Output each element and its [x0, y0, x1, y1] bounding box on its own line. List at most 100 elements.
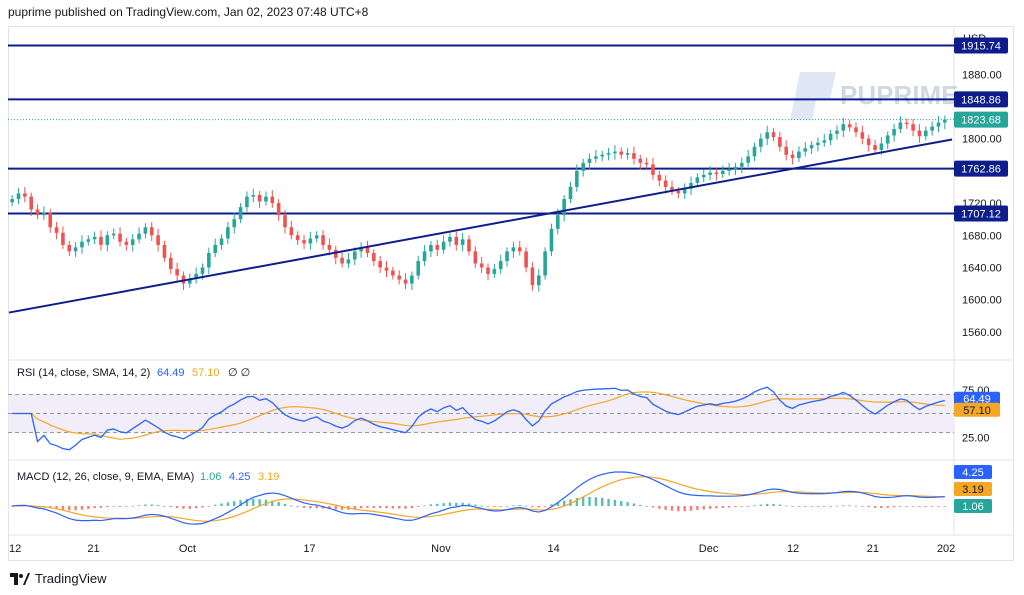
candle-body — [435, 244, 440, 250]
macd-histogram-bar — [835, 505, 839, 507]
candle-body — [289, 227, 294, 236]
candle-body — [257, 195, 262, 202]
candle-body — [365, 247, 370, 253]
macd-histogram-bar — [264, 499, 268, 506]
candle-body — [422, 251, 427, 262]
candle-body — [543, 251, 547, 276]
macd-histogram-bar — [493, 506, 496, 507]
candle-body — [460, 239, 465, 245]
candle-body — [911, 124, 915, 131]
candle-body — [498, 261, 503, 270]
macd-histogram-bar — [150, 504, 153, 506]
macd-histogram-bar — [321, 506, 325, 509]
macd-histogram-bar — [677, 506, 680, 512]
macd-histogram-bar — [233, 501, 236, 506]
macd-histogram-bar — [581, 497, 585, 506]
macd-histogram-bar — [283, 503, 287, 506]
candle-body — [333, 249, 338, 258]
macd-histogram-bar — [696, 506, 699, 511]
candle-body — [701, 174, 706, 178]
macd-histogram-bar — [804, 506, 807, 507]
candle-body — [892, 129, 896, 136]
candle-body — [251, 195, 256, 197]
candle-body — [410, 275, 414, 284]
macd-histogram-bar — [512, 505, 515, 507]
publish-header: puprime published on TradingView.com, Ja… — [8, 5, 369, 19]
macd-histogram-bar — [175, 506, 179, 508]
macd-histogram-bar — [277, 502, 280, 506]
candle-body — [860, 132, 865, 139]
candle-body — [809, 145, 814, 149]
macd-histogram-bar — [68, 506, 71, 511]
candle-body — [790, 154, 795, 158]
trendline[interactable] — [8, 138, 953, 314]
macd-histogram-bar — [505, 505, 509, 507]
macd-histogram-bar — [626, 502, 629, 506]
macd-histogram-bar — [842, 505, 845, 507]
macd-pane[interactable]: 4.25 3.19 1.06 — [10, 465, 992, 525]
time-axis[interactable]: 12 21 Oct 17 Nov 14 Dec 12 21 202 — [9, 543, 955, 555]
candle-body — [245, 196, 249, 208]
candle-body — [752, 146, 757, 157]
macd-histogram-bar — [575, 497, 579, 506]
macd-legend: MACD (12, 26, close, 9, EMA, EMA) 1.06 4… — [17, 471, 279, 483]
macd-histogram-bar — [258, 499, 261, 506]
macd-histogram-bar — [156, 504, 160, 506]
candle-body — [346, 259, 351, 264]
macd-value-tag — [954, 465, 992, 479]
macd-value-tag-label: 1.06 — [962, 501, 983, 513]
macd-histogram-bar — [886, 506, 889, 508]
candle-body — [936, 122, 941, 127]
candle-body — [727, 169, 731, 171]
level-tag-label: 1848.86 — [961, 94, 1001, 106]
candle-body — [327, 244, 332, 250]
candle-body — [35, 209, 40, 216]
candle-body — [644, 162, 649, 165]
price-axis[interactable]: 1880.001800.001720.001680.001640.001600.… — [962, 69, 1002, 339]
candle-body — [803, 148, 808, 152]
macd-histogram-bar — [125, 506, 128, 507]
macd-histogram-bar — [791, 506, 794, 507]
macd-histogram-bar — [391, 506, 395, 509]
candle-body — [511, 247, 516, 252]
candle-body — [200, 267, 205, 274]
level-tag — [954, 37, 1008, 54]
rsi-line — [12, 386, 945, 451]
time-tick-label: Dec — [699, 543, 719, 555]
candle-body — [270, 196, 275, 204]
macd-histogram-bar — [372, 506, 376, 508]
candle-body — [530, 267, 535, 286]
footer-brand: TradingView — [35, 571, 107, 586]
time-tick-label: 21 — [867, 543, 879, 555]
rsi-label: RSI (14, close, SMA, 14, 2) — [17, 367, 150, 379]
candle-body — [943, 119, 947, 123]
chart-frame — [8, 26, 1014, 561]
macd-value-tag-label: 3.19 — [962, 484, 983, 496]
price-tick-label: 1600.00 — [962, 295, 1002, 307]
macd-histogram-bar — [448, 502, 452, 506]
macd-hist-value: 1.06 — [200, 471, 221, 483]
candle-body — [847, 124, 852, 128]
macd-signal-value: 3.19 — [258, 471, 279, 483]
macd-value-tag-label: 4.25 — [962, 467, 983, 479]
candle-body — [670, 186, 674, 191]
rsi-value: 64.49 — [157, 367, 185, 379]
macd-histogram-bar — [823, 506, 826, 507]
macd-histogram-bar — [759, 504, 763, 506]
macd-histogram-bar — [163, 505, 166, 507]
candle-body — [575, 170, 579, 187]
price-tick-label: 1800.00 — [962, 134, 1002, 146]
candle-body — [80, 241, 84, 248]
candle-body — [720, 170, 725, 175]
candle-body — [454, 236, 459, 245]
macd-histogram-bar — [10, 506, 14, 507]
candle-body — [143, 227, 148, 234]
candle-body — [149, 227, 154, 236]
macd-histogram-bar — [61, 506, 65, 510]
candle-body — [168, 257, 173, 270]
candle-body — [517, 247, 522, 252]
candle-body — [581, 162, 585, 171]
candle-body — [854, 127, 858, 133]
